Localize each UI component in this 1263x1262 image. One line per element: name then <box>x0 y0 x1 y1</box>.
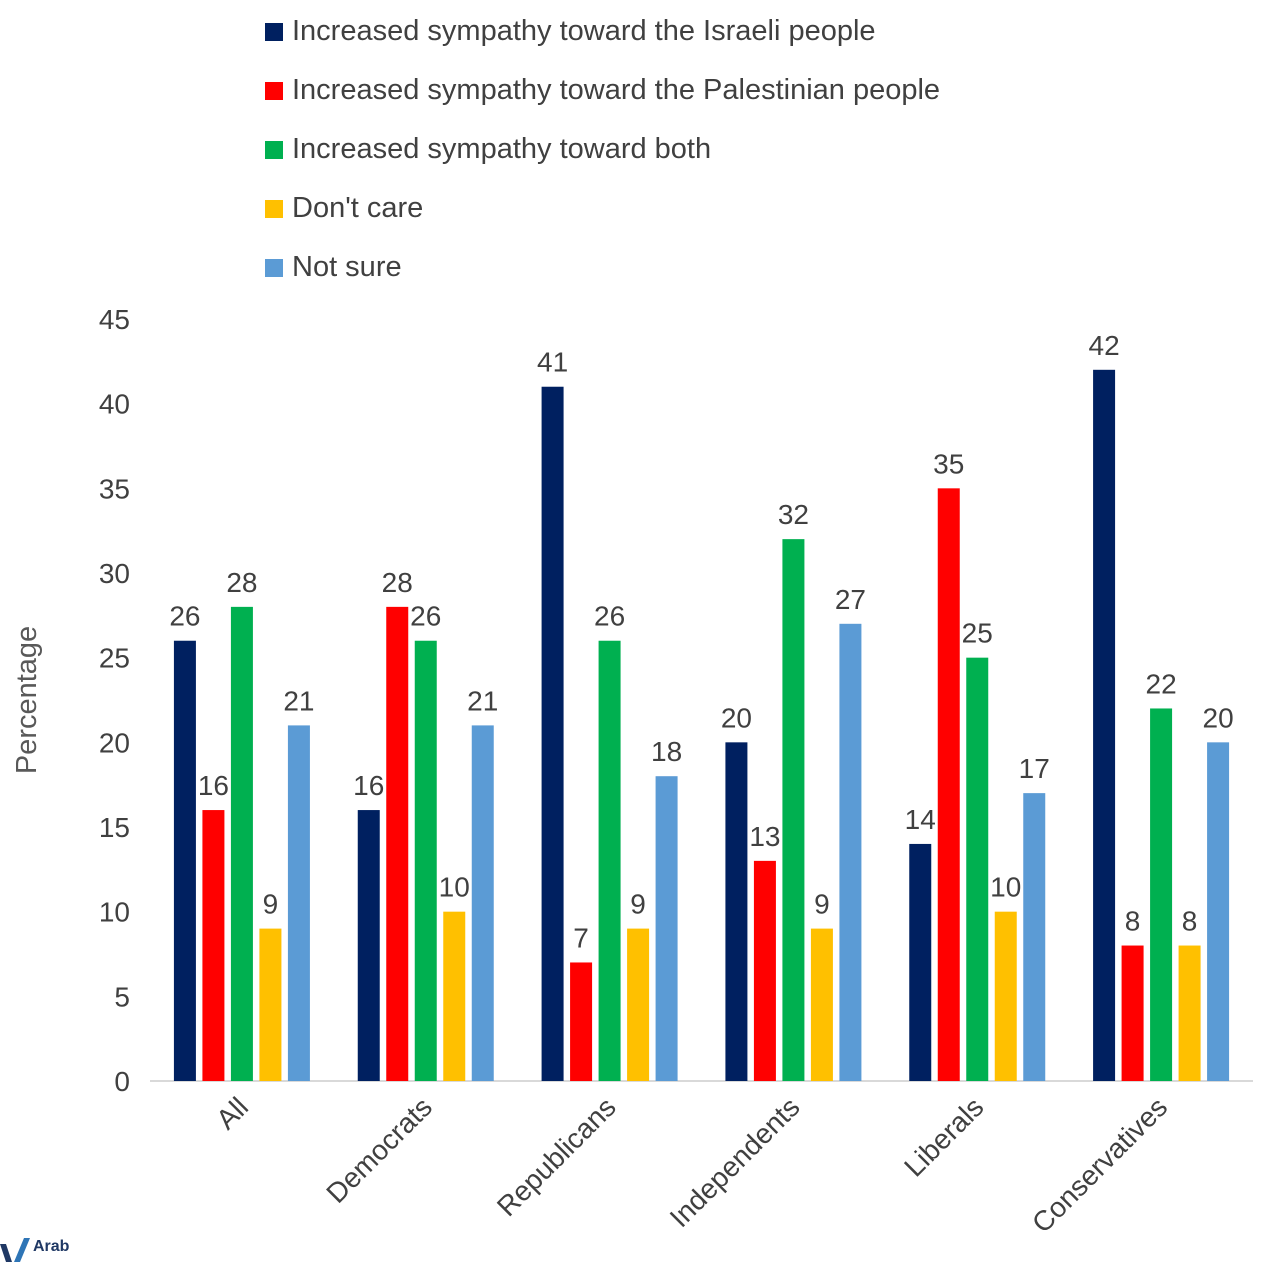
legend-item: Increased sympathy toward both <box>265 120 940 179</box>
data-label: 8 <box>1182 906 1198 937</box>
logo: Arab <box>0 1238 69 1262</box>
bar <box>655 776 678 1081</box>
data-label: 8 <box>1125 906 1141 937</box>
logo-text: Arab <box>33 1238 70 1255</box>
bar <box>598 640 621 1081</box>
data-label: 9 <box>814 889 830 920</box>
data-label: 42 <box>1089 330 1120 361</box>
bar <box>1093 369 1116 1081</box>
legend-item: Not sure <box>265 238 940 297</box>
bar <box>259 928 282 1081</box>
legend-label: Increased sympathy toward both <box>292 133 712 165</box>
bar <box>230 606 253 1081</box>
data-label: 26 <box>410 601 441 632</box>
bar <box>753 860 776 1081</box>
x-tick-label: Democrats <box>320 1091 438 1209</box>
legend-swatch <box>265 199 283 218</box>
data-label: 16 <box>198 770 229 801</box>
bar <box>725 742 748 1081</box>
y-tick-label: 40 <box>99 389 130 420</box>
data-label: 22 <box>1146 668 1177 699</box>
y-tick-label: 20 <box>99 727 130 758</box>
bar <box>570 962 593 1081</box>
y-tick-label: 5 <box>114 981 130 1012</box>
data-label: 41 <box>537 347 568 378</box>
legend-label: Increased sympathy toward the Palestinia… <box>292 74 941 106</box>
x-tick-label: Republicans <box>491 1091 622 1222</box>
legend-swatch <box>265 258 283 277</box>
data-label: 27 <box>835 584 866 615</box>
y-tick-label: 45 <box>99 304 130 335</box>
data-label: 26 <box>594 601 625 632</box>
y-axis-label: Percentage <box>11 626 43 774</box>
bar <box>839 623 862 1081</box>
bar <box>909 843 932 1081</box>
bar <box>202 810 225 1081</box>
data-label: 20 <box>1203 702 1234 733</box>
bar <box>1207 742 1230 1081</box>
bar <box>1023 793 1046 1081</box>
x-tick-label: Conservatives <box>1026 1091 1173 1238</box>
y-tick-label: 25 <box>99 643 130 674</box>
legend-label: Don't care <box>292 192 424 224</box>
data-label: 21 <box>467 685 498 716</box>
data-label: 10 <box>990 872 1021 903</box>
bar <box>287 725 310 1081</box>
data-label: 7 <box>573 922 589 953</box>
bar <box>1121 945 1144 1081</box>
y-tick-label: 35 <box>99 473 130 504</box>
legend-label: Not sure <box>292 251 402 283</box>
data-label: 26 <box>169 601 200 632</box>
legend-item: Increased sympathy toward the Israeli pe… <box>265 2 940 61</box>
data-label: 28 <box>382 567 413 598</box>
legend-item: Increased sympathy toward the Palestinia… <box>265 61 940 120</box>
bar <box>966 657 989 1081</box>
x-tick-label: All <box>210 1091 254 1135</box>
bar <box>994 911 1017 1081</box>
bar <box>471 725 494 1081</box>
data-label: 9 <box>263 889 279 920</box>
data-label: 13 <box>749 821 780 852</box>
bar <box>782 539 805 1081</box>
logo-mark-icon <box>0 1238 30 1262</box>
legend-swatch <box>265 81 283 100</box>
bar <box>627 928 650 1081</box>
bar <box>386 606 409 1081</box>
bar <box>357 810 380 1081</box>
data-label: 16 <box>353 770 384 801</box>
data-label: 10 <box>439 872 470 903</box>
legend-swatch <box>265 22 283 41</box>
bar <box>414 640 437 1081</box>
bar <box>443 911 466 1081</box>
data-label: 17 <box>1019 753 1050 784</box>
data-label: 28 <box>226 567 257 598</box>
y-tick-label: 0 <box>114 1066 130 1097</box>
data-label: 32 <box>778 499 809 530</box>
bar <box>541 386 564 1081</box>
x-tick-label: Liberals <box>898 1091 989 1182</box>
y-tick-label: 15 <box>99 812 130 843</box>
data-label: 18 <box>651 736 682 767</box>
legend-item: Don't care <box>265 179 940 238</box>
data-label: 25 <box>962 618 993 649</box>
x-tick-label: Independents <box>664 1091 806 1233</box>
data-label: 9 <box>630 889 646 920</box>
legend-label: Increased sympathy toward the Israeli pe… <box>292 15 876 47</box>
bar <box>1150 708 1173 1081</box>
y-tick-label: 10 <box>99 897 130 928</box>
data-label: 14 <box>905 804 936 835</box>
bar <box>810 928 833 1081</box>
bar <box>1178 945 1201 1081</box>
bar <box>937 488 960 1081</box>
chart-legend: Increased sympathy toward the Israeli pe… <box>265 2 940 297</box>
data-label: 35 <box>933 448 964 479</box>
y-tick-label: 30 <box>99 558 130 589</box>
data-label: 20 <box>721 702 752 733</box>
legend-swatch <box>265 140 283 159</box>
bar <box>173 640 196 1081</box>
data-label: 21 <box>283 685 314 716</box>
